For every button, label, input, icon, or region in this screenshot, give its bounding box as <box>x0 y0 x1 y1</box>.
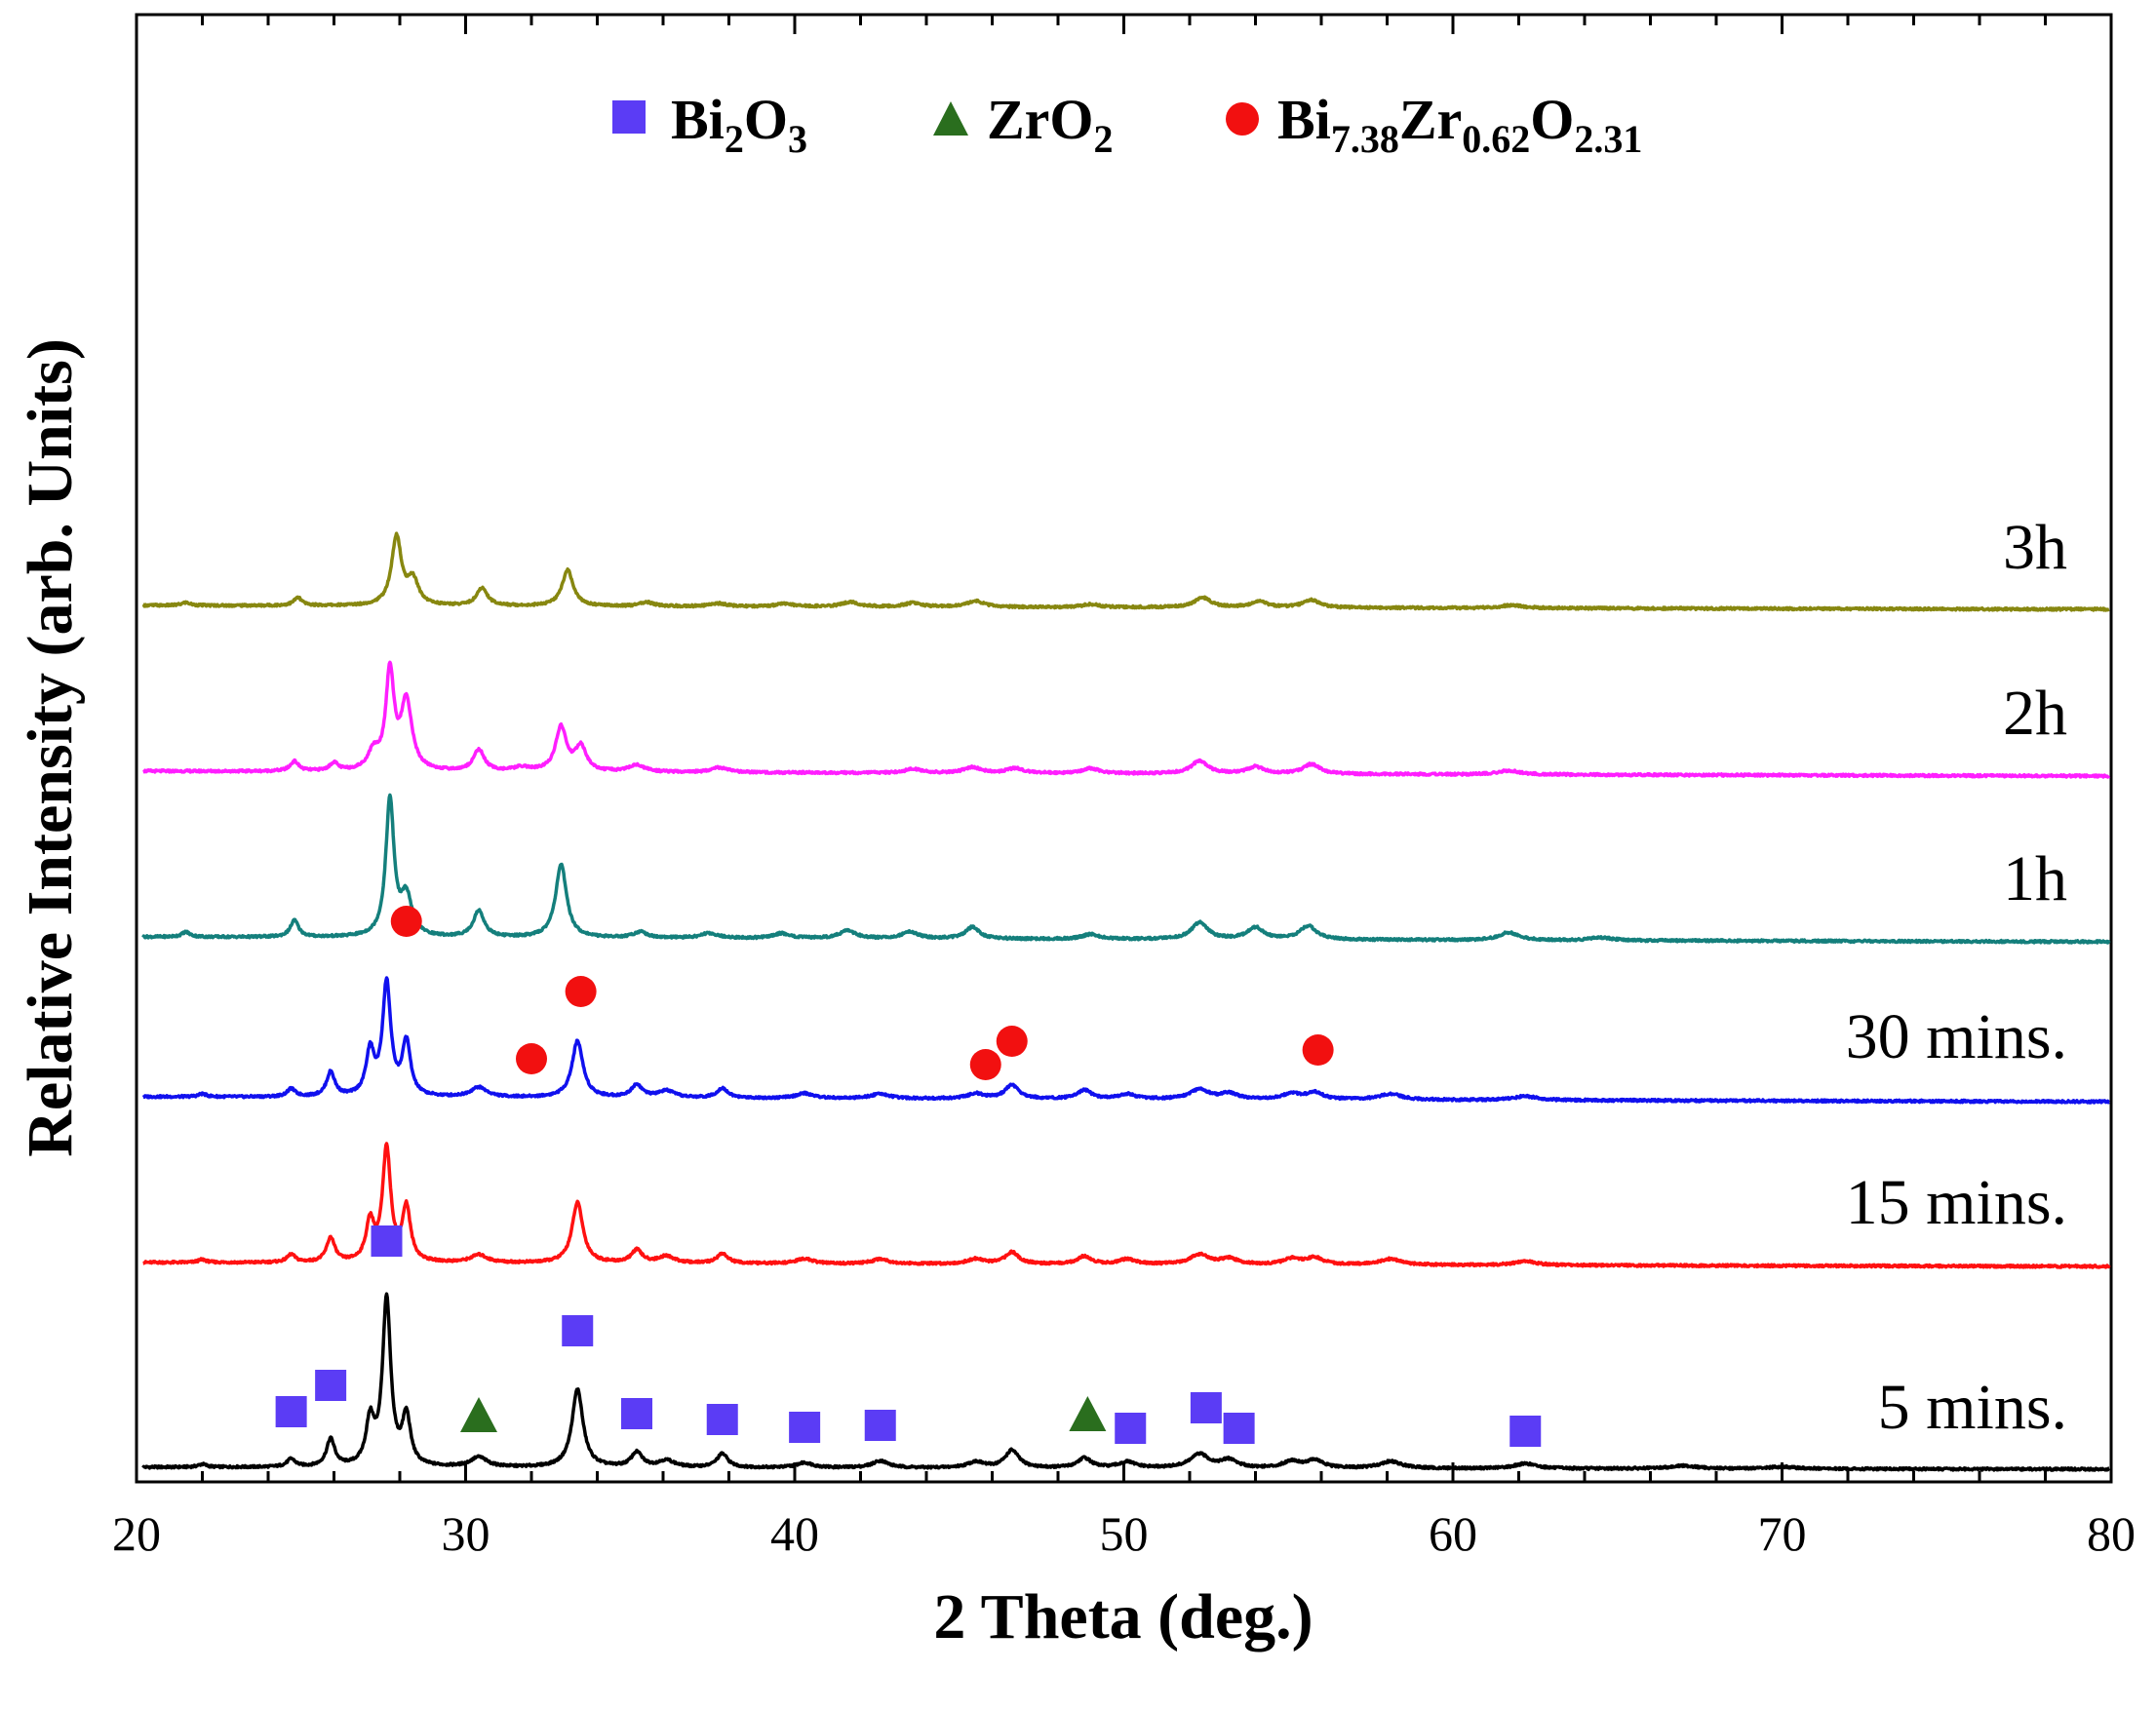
phase-marker-bi2o3-6 <box>789 1412 821 1443</box>
phase-marker-bi2o3-10 <box>1223 1413 1255 1444</box>
series-label-30-mins: 30 mins. <box>1846 1001 2067 1072</box>
series-label-5-mins: 5 mins. <box>1878 1372 2067 1443</box>
x-tick-label-20: 20 <box>112 1506 161 1561</box>
phase-marker-bi7-38zr0-62o2-31-4 <box>996 1026 1028 1057</box>
x-axis-title: 2 Theta (deg.) <box>933 1581 1313 1653</box>
phase-marker-bi2o3-0 <box>275 1396 307 1427</box>
series-lines <box>141 531 2111 1472</box>
phase-marker-bi7-38zr0-62o2-31-2 <box>516 1043 547 1074</box>
series-line-1h <box>141 793 2111 945</box>
phase-marker-bi2o3-8 <box>1115 1413 1147 1444</box>
series-label-2h: 2h <box>2003 678 2067 749</box>
series-line-30-mins <box>141 976 2111 1105</box>
phase-marker-bi7-38zr0-62o2-31-5 <box>1302 1034 1334 1066</box>
phase-marker-zro2-0 <box>460 1397 497 1432</box>
legend-label-bi-zr-o: Bi7.38Zr0.62O2.31 <box>1277 88 1642 161</box>
phase-marker-bi7-38zr0-62o2-31-1 <box>565 976 597 1007</box>
x-axis-ticks: 20 30 40 50 60 70 80 <box>112 15 2136 1561</box>
phase-marker-bi2o3-4 <box>621 1398 652 1429</box>
series-line-5-mins <box>141 1292 2111 1472</box>
series-label-1h: 1h <box>2003 843 2067 914</box>
phase-marker-bi2o3-9 <box>1190 1392 1222 1423</box>
phase-marker-bi2o3-1 <box>315 1370 347 1401</box>
x-tick-label-60: 60 <box>1429 1506 1477 1561</box>
x-tick-label-30: 30 <box>442 1506 490 1561</box>
series-line-3h <box>141 531 2111 612</box>
series-label-3h: 3h <box>2003 512 2067 583</box>
legend-circle-icon <box>1226 102 1259 136</box>
series-label-15-mins: 15 mins. <box>1846 1167 2067 1238</box>
legend-square-icon <box>612 100 646 134</box>
series-line-2h <box>141 660 2111 779</box>
legend-label-zro2: ZrO2 <box>987 88 1114 161</box>
legend-label-bi2o3: Bi2O3 <box>671 88 807 161</box>
phase-marker-bi2o3-7 <box>864 1410 896 1441</box>
series-line-15-mins <box>141 1142 2111 1269</box>
x-tick-label-50: 50 <box>1100 1506 1149 1561</box>
phase-marker-bi2o3-5 <box>706 1404 738 1435</box>
phase-marker-bi2o3-2 <box>371 1225 403 1257</box>
y-axis-title: Relative Intensity (arb. Units) <box>15 338 86 1157</box>
x-tick-label-80: 80 <box>2087 1506 2136 1561</box>
legend-triangle-icon <box>933 101 968 136</box>
x-tick-label-70: 70 <box>1758 1506 1807 1561</box>
phase-markers <box>275 906 1542 1447</box>
series-labels: 5 mins. 15 mins. 30 mins. 1h 2h 3h <box>1846 512 2067 1443</box>
phase-marker-bi7-38zr0-62o2-31-3 <box>969 1049 1001 1080</box>
phase-marker-zro2-1 <box>1069 1396 1107 1431</box>
phase-marker-bi7-38zr0-62o2-31-0 <box>390 906 422 937</box>
x-tick-label-40: 40 <box>770 1506 819 1561</box>
phase-marker-bi2o3-3 <box>562 1315 594 1346</box>
legend: Bi2O3 ZrO2 Bi7.38Zr0.62O2.31 <box>612 88 1642 161</box>
phase-marker-bi2o3-11 <box>1509 1416 1542 1447</box>
